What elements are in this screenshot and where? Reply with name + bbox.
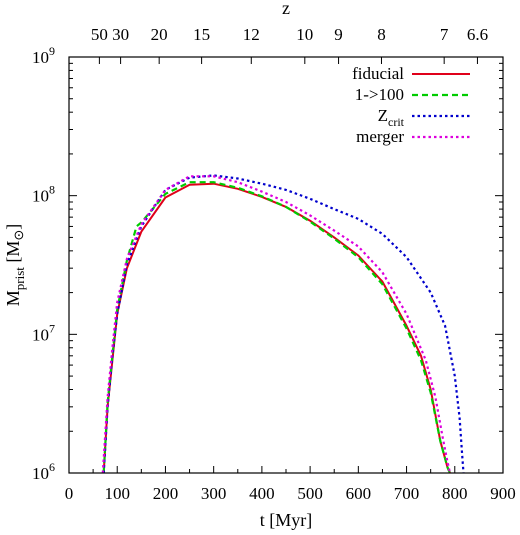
series-line-4 xyxy=(101,175,452,473)
y-tick-label: 108 xyxy=(32,183,55,206)
x-tick-label: 900 xyxy=(490,484,516,503)
legend-label-1: fiducial xyxy=(352,64,404,83)
x-tick-label: 500 xyxy=(297,484,323,503)
x-axis-label: t [Myr] xyxy=(260,510,313,530)
z-tick-label: 9 xyxy=(334,25,343,44)
y-axis-label: Mprist [M⊙] xyxy=(3,224,27,307)
y-tick-label: 109 xyxy=(32,44,55,67)
x-tick-label: 300 xyxy=(201,484,227,503)
z-tick-label: 12 xyxy=(243,25,260,44)
z-tick-label: 6.6 xyxy=(467,25,488,44)
series-line-1 xyxy=(102,182,451,473)
x-tick-label: 0 xyxy=(65,484,74,503)
z-tick-label: 15 xyxy=(193,25,210,44)
x-tick-label: 600 xyxy=(346,484,372,503)
x-tick-label: 800 xyxy=(442,484,468,503)
x-tick-label: 400 xyxy=(249,484,275,503)
y-tick-label: 107 xyxy=(32,321,55,344)
series-line-2 xyxy=(102,181,452,473)
x-tick-label: 700 xyxy=(394,484,420,503)
z-tick-label: 7 xyxy=(440,25,449,44)
labels-layer: 0 100 200 300 400 500 600 700 800 900 50 30 20 15 12 10… xyxy=(3,0,516,530)
z-tick-label: 30 xyxy=(112,25,129,44)
z-tick-label: 50 xyxy=(91,25,108,44)
z-tick-label: 20 xyxy=(151,25,168,44)
series-line-3 xyxy=(102,174,465,473)
legend-label-2: 1->100 xyxy=(355,85,404,104)
z-tick-label: 8 xyxy=(377,25,386,44)
legend-label-4: merger xyxy=(356,127,404,146)
top-axis-label: z xyxy=(282,0,290,18)
x-tick-label: 100 xyxy=(104,484,130,503)
legend-label-3: Zcrit xyxy=(378,106,405,129)
z-tick-label: 10 xyxy=(296,25,313,44)
ticks-layer xyxy=(68,56,504,474)
x-tick-label: 200 xyxy=(153,484,179,503)
series-layer xyxy=(101,174,465,473)
y-tick-label: 106 xyxy=(32,460,55,483)
